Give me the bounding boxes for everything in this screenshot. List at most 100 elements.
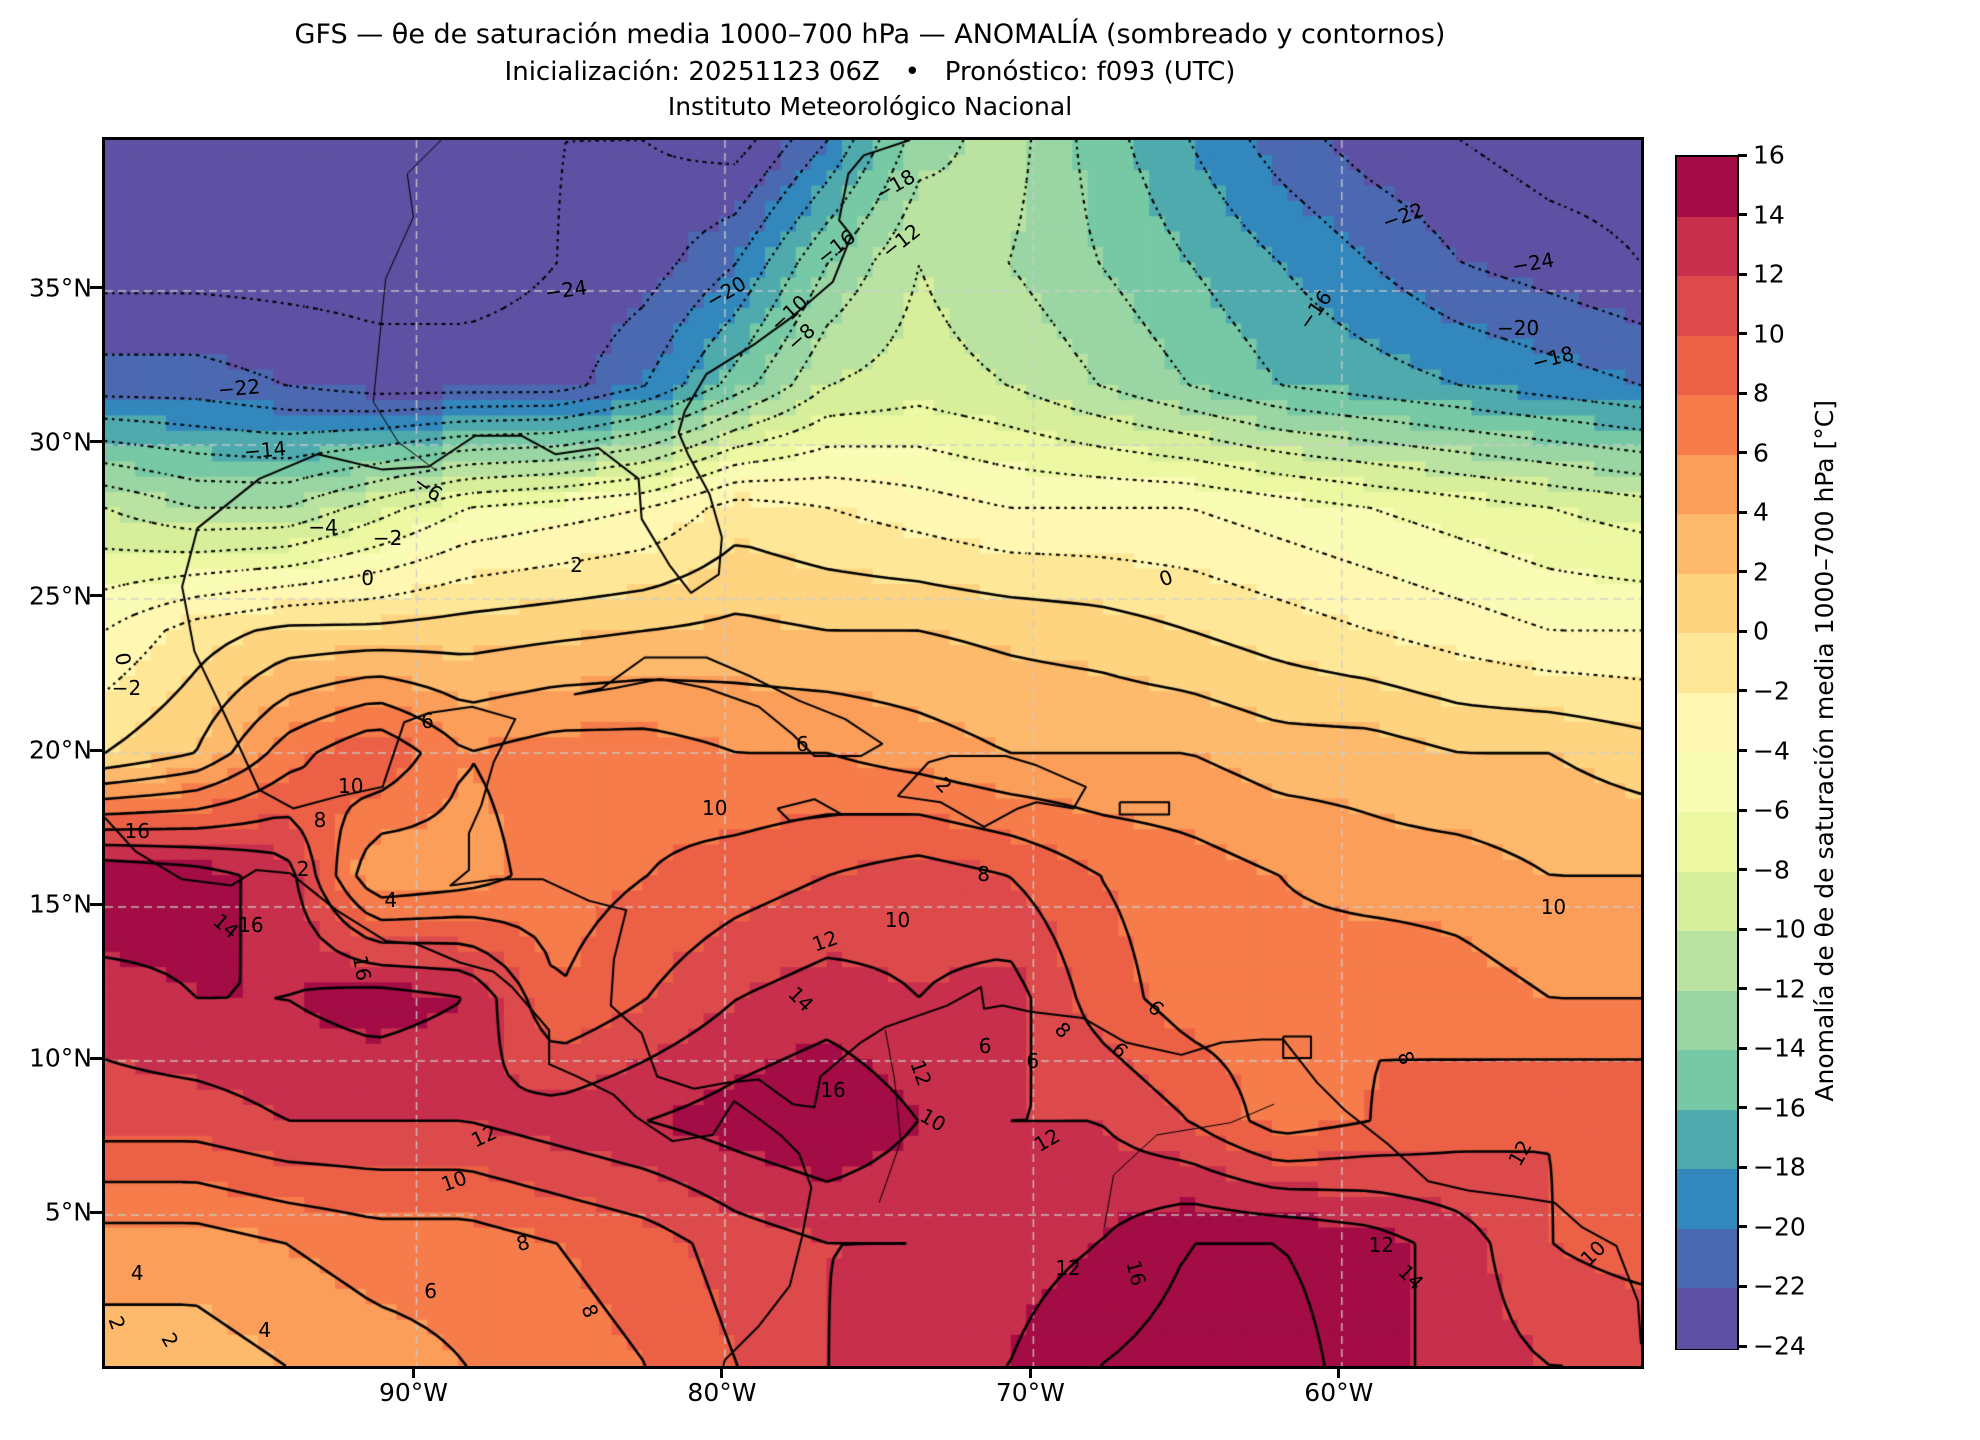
ytick-label-20°N: 20°N xyxy=(28,735,92,765)
title-block: GFS — θe de saturación media 1000–700 hP… xyxy=(102,16,1638,124)
contour-label: 6 xyxy=(421,709,434,734)
colorbar-tick-label-8: 8 xyxy=(1753,378,1769,408)
ytick-label-10°N: 10°N xyxy=(28,1043,92,1073)
xtick-label-60°W: 60°W xyxy=(1304,1378,1374,1407)
contour-label: 10 xyxy=(338,774,364,799)
contour-label: 12 xyxy=(1368,1232,1395,1257)
colorbar-segment xyxy=(1677,812,1737,873)
contour-label: −22 xyxy=(216,373,261,402)
colorbar xyxy=(1675,155,1739,1350)
contour-label: −2 xyxy=(372,526,403,551)
colorbar-tick-label-−8: −8 xyxy=(1753,855,1790,885)
colorbar-segment xyxy=(1677,573,1737,634)
contour-label: 6 xyxy=(424,1279,437,1304)
contour-label: −2 xyxy=(111,676,142,701)
colorbar-tick-label-−12: −12 xyxy=(1753,974,1806,1004)
colorbar-tick-label-−2: −2 xyxy=(1753,676,1790,706)
contour-label: 4 xyxy=(130,1260,144,1285)
colorbar-tick-mark xyxy=(1738,332,1747,336)
ytick-label-15°N: 15°N xyxy=(28,889,92,919)
contour-label: −14 xyxy=(242,436,287,464)
xtick-mark xyxy=(720,1366,724,1378)
contour-label: 8 xyxy=(977,862,990,887)
colorbar-tick-label-10: 10 xyxy=(1753,319,1785,349)
colorbar-tick-label-−24: −24 xyxy=(1753,1331,1806,1361)
colorbar-tick-mark xyxy=(1738,927,1747,931)
colorbar-tick-label-−22: −22 xyxy=(1753,1271,1806,1301)
contour-label: 4 xyxy=(258,1318,272,1343)
contour-label: 6 xyxy=(1026,1048,1040,1073)
ytick-label-30°N: 30°N xyxy=(28,427,92,457)
chart-title: GFS — θe de saturación media 1000–700 hP… xyxy=(294,19,1446,50)
colorbar-segment xyxy=(1677,931,1737,992)
colorbar-segment xyxy=(1677,216,1737,277)
ytick-label-5°N: 5°N xyxy=(44,1197,92,1227)
colorbar-segment xyxy=(1677,752,1737,813)
contour-label: 8 xyxy=(313,808,327,833)
contour-label: 6 xyxy=(978,1034,992,1058)
colorbar-tick-label-6: 6 xyxy=(1753,438,1769,468)
colorbar-tick-mark xyxy=(1738,570,1747,574)
ytick-mark xyxy=(90,1056,102,1060)
contour-label: −4 xyxy=(308,515,338,540)
colorbar-tick-label-4: 4 xyxy=(1753,497,1769,527)
colorbar-tick-mark xyxy=(1738,868,1747,872)
colorbar-tick-mark xyxy=(1738,213,1747,217)
contour-label: 0 xyxy=(361,565,375,590)
contour-label: 16 xyxy=(820,1078,846,1103)
colorbar-tick-label-12: 12 xyxy=(1753,259,1785,289)
colorbar-tick-label-−6: −6 xyxy=(1753,795,1790,825)
xtick-mark xyxy=(1337,1366,1341,1378)
contour-label: 6 xyxy=(795,732,809,757)
colorbar-segment xyxy=(1677,1109,1737,1170)
colorbar-tick-mark xyxy=(1738,689,1747,693)
colorbar-tick-mark xyxy=(1738,1225,1747,1229)
xtick-mark xyxy=(412,1366,416,1378)
xtick-label-70°W: 70°W xyxy=(995,1378,1065,1407)
colorbar-tick-mark xyxy=(1738,1046,1747,1050)
contour-label: 10 xyxy=(1540,895,1567,920)
colorbar-tick-label-14: 14 xyxy=(1753,200,1785,230)
ytick-mark xyxy=(90,440,102,444)
colorbar-tick-mark xyxy=(1738,1344,1747,1348)
colorbar-segment xyxy=(1677,1228,1737,1290)
colorbar-segment xyxy=(1677,514,1737,575)
colorbar-tick-mark xyxy=(1738,510,1747,514)
contour-label: 16 xyxy=(347,952,376,983)
chart-subtitle-institution: Instituto Meteorológico Nacional xyxy=(667,92,1073,121)
colorbar-segment xyxy=(1677,692,1737,754)
colorbar-segment xyxy=(1677,990,1737,1051)
colorbar-tick-mark xyxy=(1738,629,1747,633)
colorbar-segment xyxy=(1677,335,1737,396)
ytick-mark xyxy=(90,286,102,290)
contour-label: 10 xyxy=(884,907,911,932)
contour-label: 2 xyxy=(296,857,310,882)
contour-label: 2 xyxy=(570,553,583,578)
ytick-mark xyxy=(90,748,102,752)
colorbar-tick-mark xyxy=(1738,391,1747,395)
contour-label: 12 xyxy=(1055,1255,1081,1280)
colorbar-tick-mark xyxy=(1738,272,1747,276)
colorbar-tick-mark xyxy=(1738,451,1747,455)
colorbar-tick-mark xyxy=(1738,1165,1747,1169)
colorbar-segment xyxy=(1677,454,1737,515)
colorbar-segment xyxy=(1677,395,1737,456)
colorbar-tick-label-−18: −18 xyxy=(1753,1152,1806,1182)
colorbar-segment xyxy=(1677,276,1737,337)
colorbar-tick-label-0: 0 xyxy=(1753,616,1769,646)
colorbar-label: Anomalía de θe de saturación media 1000–… xyxy=(1809,399,1839,1102)
ytick-mark xyxy=(90,902,102,906)
colorbar-tick-label-16: 16 xyxy=(1753,140,1785,170)
contour-label: −24 xyxy=(543,274,589,305)
colorbar-tick-label-−16: −16 xyxy=(1753,1093,1806,1123)
chart-subtitle-init-forecast: Inicialización: 20251123 06Z • Pronóstic… xyxy=(504,57,1236,87)
colorbar-tick-label-−20: −20 xyxy=(1753,1212,1806,1242)
colorbar-segment xyxy=(1677,157,1737,218)
colorbar-segment xyxy=(1677,633,1737,694)
colorbar-segment xyxy=(1677,1169,1737,1230)
xtick-mark xyxy=(1028,1366,1032,1378)
colorbar-tick-mark xyxy=(1738,1106,1747,1110)
contour-label: 4 xyxy=(384,888,398,913)
colorbar-tick-label-−14: −14 xyxy=(1753,1033,1806,1063)
ytick-mark xyxy=(90,1210,102,1214)
